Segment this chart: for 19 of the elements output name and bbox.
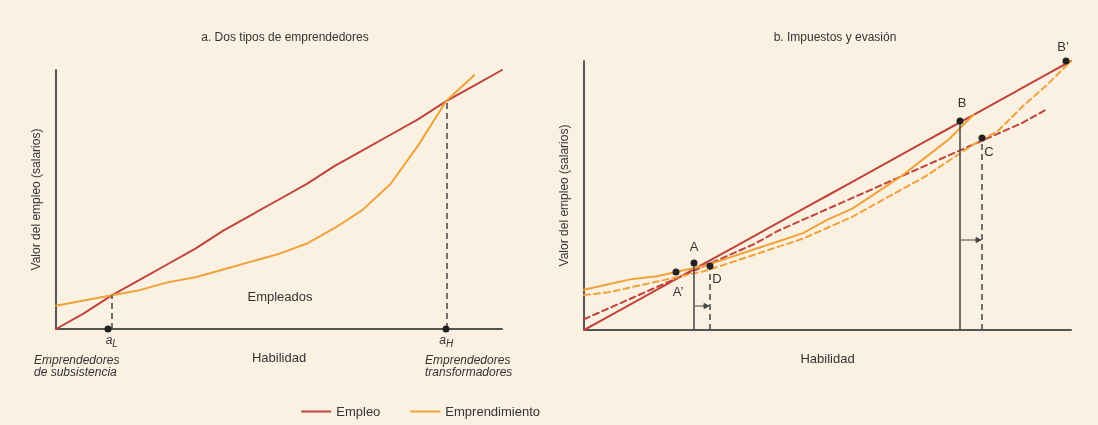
x-tick-label: a$_{H}$ bbox=[439, 333, 454, 352]
y-axis-title: Valor del empleo (salarios) bbox=[29, 128, 43, 271]
text: B’ bbox=[1057, 39, 1069, 54]
chart-title: a. Dos tipos de emprendedores bbox=[201, 30, 369, 44]
legend-label: Emprendimiento bbox=[445, 404, 540, 419]
annotation: Empleados bbox=[247, 289, 314, 304]
text: Emprendedores transformadores bbox=[425, 353, 514, 379]
x-axis-title: Habilidad bbox=[251, 350, 307, 365]
annotation: B bbox=[957, 95, 967, 110]
annotation: A’ bbox=[672, 284, 684, 299]
annotation: C bbox=[984, 144, 994, 159]
annotation: A bbox=[689, 239, 699, 254]
chart-title: b. Impuestos y evasión bbox=[773, 30, 897, 44]
legend-label: Empleo bbox=[336, 404, 381, 419]
y-axis-title: Valor del empleo (salarios) bbox=[557, 124, 571, 267]
annotation: D bbox=[712, 271, 722, 286]
x-axis-title: Habilidad bbox=[800, 351, 855, 366]
x-tick-label: a$_{L}$ bbox=[105, 333, 118, 352]
text: Emprendedores de subsistencia bbox=[34, 353, 123, 379]
